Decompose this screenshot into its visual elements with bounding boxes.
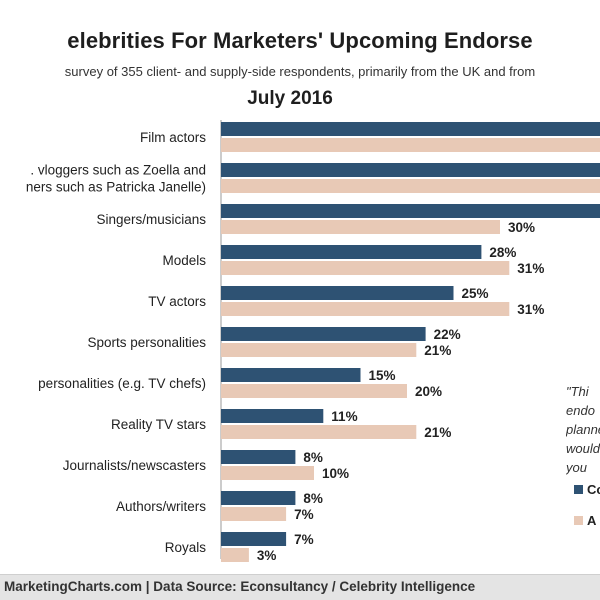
category-label: Royals	[165, 540, 207, 555]
annotation-line: would	[566, 441, 600, 456]
legend-item-series-2: A	[574, 512, 600, 528]
legend-item-series-1: Co	[574, 481, 600, 497]
legend-label-series-1: Co	[587, 481, 600, 497]
chart-period: July 2016	[247, 88, 333, 109]
legend-swatch-series-2	[574, 515, 583, 525]
chart-title: elebrities For Marketers' Upcoming Endor…	[67, 28, 533, 53]
value-label-series-2: 31%	[517, 261, 544, 276]
annotation-line: planned,	[566, 422, 600, 437]
bar-series-1	[221, 122, 600, 136]
bar-series-2	[221, 261, 510, 275]
bar-series-1	[221, 409, 324, 423]
bar-series-1	[221, 327, 426, 341]
category-label: . vloggers such as Zoella and ners such a…	[26, 163, 206, 195]
category-label: Models	[162, 253, 206, 268]
category-label: Reality TV stars	[111, 417, 206, 432]
value-label-series-2: 20%	[415, 384, 442, 399]
value-label-series-1: 8%	[303, 491, 323, 506]
bar-series-2	[221, 466, 314, 480]
category-label: Journalists/newscasters	[63, 458, 207, 473]
value-label-series-1: 8%	[303, 450, 323, 465]
source-footer: MarketingCharts.com | Data Source: Econs…	[0, 574, 600, 600]
bar-series-2	[221, 548, 249, 562]
value-label-series-1: 25%	[462, 286, 489, 301]
chart-subtitle: survey of 355 client- and supply-side re…	[64, 64, 536, 79]
category-label: Authors/writers	[116, 499, 206, 514]
category-label: TV actors	[148, 294, 206, 309]
chart-annotation: "Thi endo planned, would you	[566, 382, 600, 477]
value-label-series-2: 31%	[517, 302, 544, 317]
legend-swatch-series-1	[574, 484, 583, 494]
bar-series-2	[221, 507, 287, 521]
bar-series-2	[221, 179, 600, 193]
bar-series-1	[221, 368, 361, 382]
legend-label-series-2: A	[587, 512, 597, 528]
value-label-series-2: 21%	[424, 343, 451, 358]
bar-series-1	[221, 491, 296, 505]
annotation-line: you	[566, 460, 587, 475]
value-label-series-1: 7%	[294, 532, 314, 547]
bar-chart: Film actors . vloggers such as Zoella and…	[26, 120, 600, 563]
value-label-series-2: 30%	[508, 220, 535, 235]
value-label-series-1: 11%	[331, 409, 357, 424]
bar-series-2	[221, 302, 510, 316]
category-label: Film actors	[140, 130, 206, 145]
bar-series-2	[221, 343, 417, 357]
annotation-line: endo	[566, 403, 595, 418]
bar-series-2	[221, 138, 600, 152]
bar-series-1	[221, 450, 296, 464]
value-label-series-1: 28%	[489, 245, 516, 260]
bar-series-1	[221, 286, 454, 300]
value-label-series-1: 15%	[369, 368, 396, 383]
category-label: Sports personalities	[87, 335, 206, 350]
category-label: personalities (e.g. TV chefs)	[38, 376, 206, 391]
value-label-series-2: 7%	[294, 507, 314, 522]
bar-series-2	[221, 384, 407, 398]
bar-series-1	[221, 163, 600, 177]
bar-series-1	[221, 245, 482, 259]
value-label-series-2: 10%	[322, 466, 349, 481]
bar-series-1	[221, 532, 287, 546]
value-label-series-2: 21%	[424, 425, 451, 440]
bar-series-1	[221, 204, 600, 218]
value-label-series-1: 22%	[434, 327, 461, 342]
category-label: Singers/musicians	[96, 212, 206, 227]
bar-series-2	[221, 220, 500, 234]
annotation-line: "Thi	[566, 384, 589, 399]
value-label-series-2: 3%	[257, 548, 277, 563]
bar-series-2	[221, 425, 417, 439]
